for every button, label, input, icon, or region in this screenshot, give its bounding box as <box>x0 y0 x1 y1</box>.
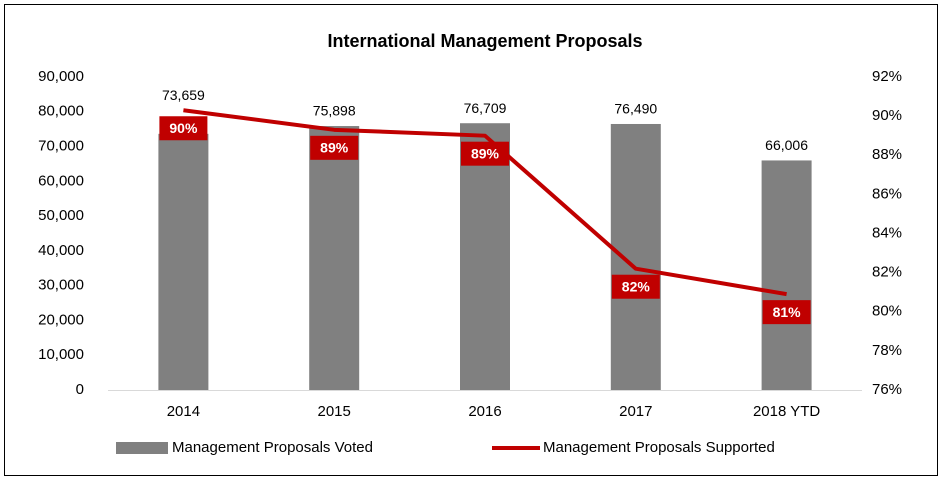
y2-tick-label: 82% <box>872 264 902 281</box>
bar <box>761 160 812 390</box>
bar-value-label: 75,898 <box>313 103 356 119</box>
y2-tick-label: 88% <box>872 146 902 163</box>
x-tick-label: 2014 <box>167 403 200 420</box>
y-tick-label: 0 <box>76 381 84 398</box>
bar-value-label: 76,490 <box>614 101 657 117</box>
line-label-box <box>762 300 811 325</box>
line-value-label: 81% <box>773 304 802 320</box>
y-tick-label: 90,000 <box>38 68 84 85</box>
x-tick-label: 2015 <box>318 403 351 420</box>
y-tick-label: 40,000 <box>38 242 84 259</box>
y2-tick-label: 86% <box>872 185 902 202</box>
y-tick-label: 70,000 <box>38 138 84 155</box>
line-value-label: 90% <box>169 120 198 136</box>
bar-value-label: 73,659 <box>162 87 205 103</box>
line-value-label: 89% <box>320 140 349 156</box>
bar <box>610 123 661 391</box>
y-tick-label: 80,000 <box>38 103 84 120</box>
chart-title: International Management Proposals <box>327 31 642 51</box>
y-tick-label: 60,000 <box>38 172 84 189</box>
x-tick-label: 2016 <box>468 403 501 420</box>
legend-label: Management Proposals Supported <box>543 439 775 456</box>
y2-tick-label: 78% <box>872 342 902 359</box>
y2-tick-label: 84% <box>872 224 902 241</box>
bar <box>158 133 209 390</box>
y-tick-label: 30,000 <box>38 277 84 294</box>
line-label-box <box>159 116 208 141</box>
y2-tick-label: 90% <box>872 107 902 124</box>
line-value-label: 82% <box>622 278 651 294</box>
y-tick-label: 10,000 <box>38 346 84 363</box>
line-label-box <box>461 141 509 166</box>
line-label-box <box>611 274 660 299</box>
legend-label: Management Proposals Voted <box>172 439 373 456</box>
x-tick-label: 2017 <box>619 403 652 420</box>
bar <box>309 126 360 390</box>
x-tick-label: 2018 YTD <box>753 403 820 420</box>
line-label-box <box>310 135 359 160</box>
y2-tick-label: 76% <box>872 381 902 398</box>
y2-tick-label: 92% <box>872 68 902 85</box>
line-value-label: 89% <box>471 145 500 161</box>
y-tick-label: 50,000 <box>38 207 84 224</box>
bar <box>460 123 510 390</box>
legend-swatch <box>116 442 168 454</box>
y-tick-label: 20,000 <box>38 311 84 328</box>
bar-value-label: 76,709 <box>464 100 507 116</box>
line-series <box>183 108 787 297</box>
bar-value-label: 66,006 <box>765 137 808 153</box>
y2-tick-label: 80% <box>872 303 902 320</box>
